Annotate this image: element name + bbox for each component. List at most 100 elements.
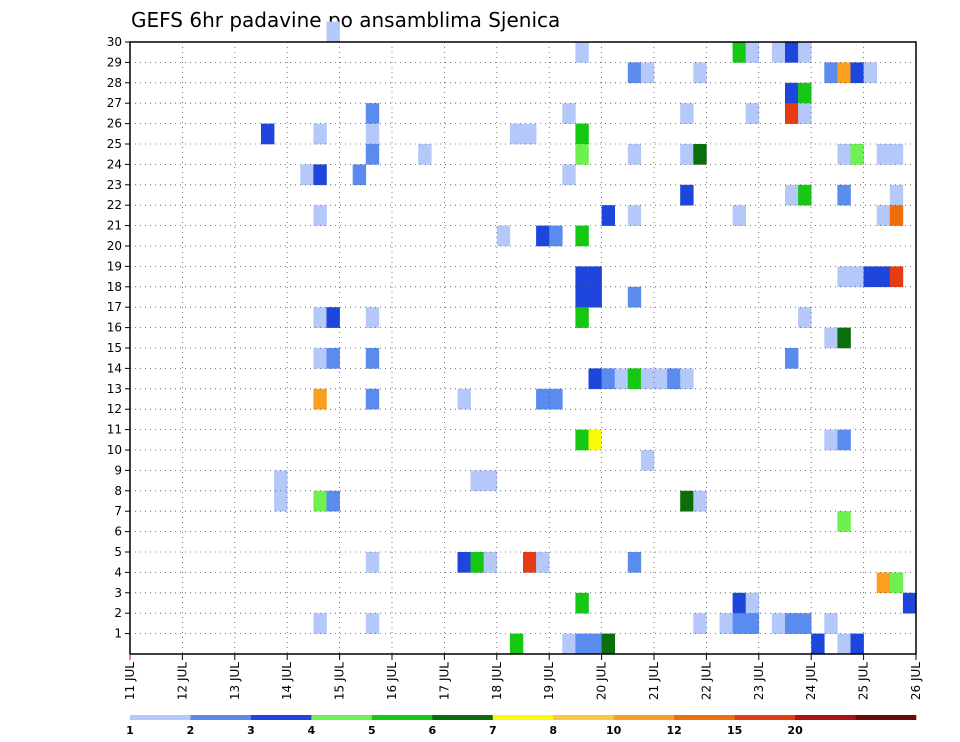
heatmap-cell (628, 552, 641, 573)
heatmap-cell (575, 287, 588, 308)
heatmap-cell (575, 144, 588, 165)
heatmap-cell (864, 266, 877, 287)
legend-label: 4 (308, 724, 316, 737)
y-tick-label: 12 (107, 402, 122, 416)
heatmap-cell (602, 368, 615, 389)
heatmap-cell (877, 144, 890, 165)
heatmap-cell (785, 185, 798, 206)
heatmap-cell (837, 144, 850, 165)
heatmap-cell (313, 124, 326, 145)
x-tick-label: 21 JUL (647, 662, 661, 700)
x-tick-label: 23 JUL (752, 662, 766, 700)
legend-label: 15 (727, 724, 742, 737)
heatmap-cell (733, 613, 746, 634)
heatmap-cell (313, 164, 326, 185)
heatmap-cell (733, 205, 746, 226)
heatmap-cell (327, 22, 340, 43)
heatmap-cell (575, 226, 588, 247)
heatmap-cell (785, 42, 798, 63)
heatmap-cell (890, 144, 903, 165)
legend-label: 1 (126, 724, 134, 737)
heatmap-cell (837, 185, 850, 206)
heatmap-cell (746, 613, 759, 634)
legend-label: 3 (247, 724, 255, 737)
heatmap-cell (824, 613, 837, 634)
y-tick-label: 21 (107, 219, 122, 233)
legend-label: 7 (489, 724, 497, 737)
legend-swatch (614, 715, 675, 720)
heatmap-cell (785, 103, 798, 124)
heatmap-cell (890, 572, 903, 593)
heatmap-cell (824, 62, 837, 83)
heatmap-cell (575, 307, 588, 328)
y-tick-label: 11 (107, 423, 122, 437)
heatmap-cells (261, 22, 916, 655)
heatmap-cell (733, 593, 746, 614)
heatmap-cell (589, 634, 602, 655)
heatmap-cell (877, 205, 890, 226)
heatmap-cell (418, 144, 431, 165)
y-tick-label: 23 (107, 178, 122, 192)
legend-swatch (553, 715, 614, 720)
y-tick-label: 26 (107, 117, 122, 131)
heatmap-cell (785, 348, 798, 369)
chart-title: GEFS 6hr padavine po ansamblima Sjenica (131, 8, 560, 32)
heatmap-cell (353, 164, 366, 185)
x-tick-label: 12 JUL (175, 662, 189, 700)
x-tick-label: 20 JUL (595, 662, 609, 700)
heatmap-cell (510, 634, 523, 655)
y-tick-label: 20 (107, 239, 122, 253)
heatmap-cell (824, 430, 837, 451)
legend-label: 10 (606, 724, 622, 737)
heatmap-cell (785, 613, 798, 634)
heatmap-cell (851, 144, 864, 165)
heatmap-cell (484, 470, 497, 491)
y-tick-label: 18 (107, 280, 122, 294)
heatmap-cell (261, 124, 274, 145)
legend-swatch (432, 715, 493, 720)
heatmap-cell (837, 328, 850, 349)
heatmap-cell (811, 634, 824, 655)
legend-label: 8 (549, 724, 557, 737)
y-tick-label: 28 (107, 76, 122, 90)
x-tick-label: 11 JUL (123, 662, 137, 700)
color-legend: 1 2 3 4 5 6 7 8 10 12 15 20 (126, 715, 916, 737)
heatmap-cell (837, 430, 850, 451)
heatmap-cell (313, 491, 326, 512)
heatmap-cell (575, 42, 588, 63)
heatmap-cell (274, 470, 287, 491)
heatmap-cell (549, 389, 562, 410)
heatmap-cell (680, 491, 693, 512)
heatmap-cell (746, 42, 759, 63)
heatmap-cell (680, 103, 693, 124)
y-tick-label: 15 (107, 341, 122, 355)
y-tick-label: 25 (107, 137, 122, 151)
x-tick-label: 22 JUL (699, 662, 713, 700)
heatmap-cell (536, 226, 549, 247)
y-tick-label: 29 (107, 55, 122, 69)
heatmap-cell (903, 593, 916, 614)
y-tick-label: 14 (107, 361, 122, 375)
heatmap-cell (890, 185, 903, 206)
heatmap-cell (693, 144, 706, 165)
heatmap-cell (575, 430, 588, 451)
legend-label: 6 (428, 724, 436, 737)
heatmap-cell (523, 124, 536, 145)
heatmap-cell (562, 103, 575, 124)
heatmap-cell (327, 348, 340, 369)
heatmap-cell (798, 83, 811, 104)
legend-swatch (372, 715, 433, 720)
legend-swatch (735, 715, 796, 720)
legend-swatch (190, 715, 251, 720)
heatmap-cell (589, 430, 602, 451)
heatmap-cell (654, 368, 667, 389)
heatmap-cell (877, 266, 890, 287)
heatmap-cell (720, 613, 733, 634)
heatmap-cell (313, 613, 326, 634)
y-tick-label: 16 (107, 321, 122, 335)
heatmap-cell (575, 593, 588, 614)
heatmap-cell (824, 328, 837, 349)
heatmap-cell (602, 205, 615, 226)
y-tick-label: 8 (114, 484, 122, 498)
x-tick-label: 26 JUL (909, 662, 923, 700)
